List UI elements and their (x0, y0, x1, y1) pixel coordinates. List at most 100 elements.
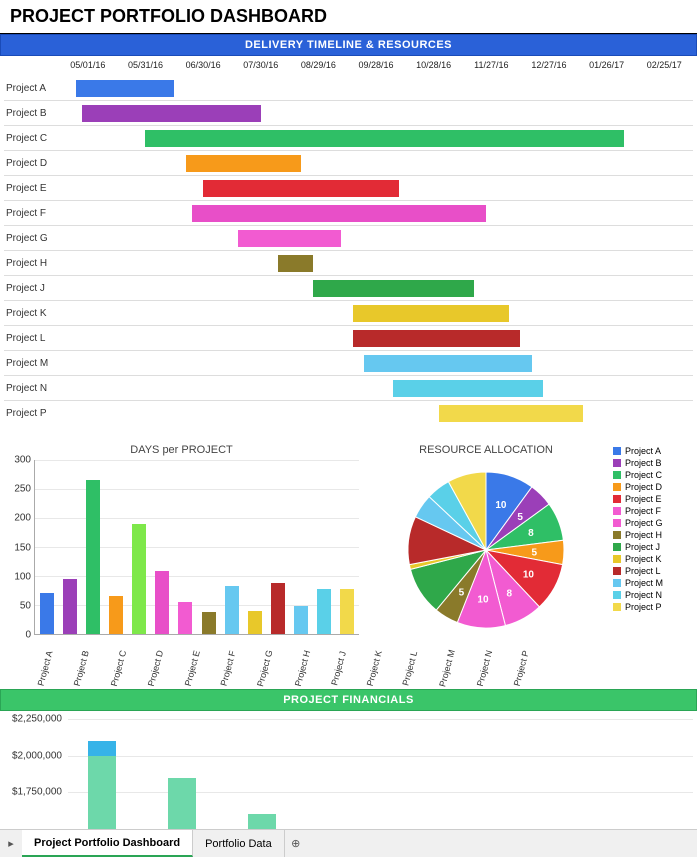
fin-plot (68, 719, 693, 829)
pie-slice-label: 10 (495, 500, 507, 511)
gantt-bar (145, 130, 623, 147)
gantt-row-label: Project E (4, 183, 59, 194)
fin-bar-base (88, 756, 116, 829)
pie-slice-label: 5 (532, 548, 538, 559)
sheet-tabs: ▸ Project Portfolio DashboardPortfolio D… (0, 829, 697, 857)
pie-legend-item: Project J (613, 542, 689, 552)
pie-legend-item: Project K (613, 554, 689, 564)
bar-column (317, 589, 331, 634)
fin-y-axis: $2,250,000$2,000,000$1,750,000 (4, 719, 68, 829)
legend-label: Project N (625, 590, 662, 600)
pie-slice-label: 8 (528, 528, 534, 539)
bar-chart-title: DAYS per PROJECT (4, 440, 359, 460)
gantt-bar (203, 180, 399, 197)
gantt-date: 02/25/17 (635, 60, 693, 70)
gantt-row: Project A (4, 76, 693, 101)
legend-swatch (613, 447, 621, 455)
gantt-row-label: Project D (4, 158, 59, 169)
pie-slice-label: 5 (517, 512, 523, 523)
page-title: PROJECT PORTFOLIO DASHBOARD (0, 0, 697, 34)
pie-legend-item: Project C (613, 470, 689, 480)
sheet-tab[interactable]: Portfolio Data (193, 830, 285, 857)
pie-legend-item: Project E (613, 494, 689, 504)
bar-column (178, 602, 192, 634)
fin-bar-top (88, 741, 116, 756)
gantt-row-label: Project F (4, 208, 59, 219)
gantt-row: Project D (4, 151, 693, 176)
tab-nav-prev-icon[interactable]: ▸ (0, 837, 22, 850)
pie-slice-label: 10 (477, 594, 489, 605)
sheet-tab[interactable]: Project Portfolio Dashboard (22, 830, 193, 857)
gantt-row: Project C (4, 126, 693, 151)
pie-legend-item: Project G (613, 518, 689, 528)
legend-label: Project J (625, 542, 660, 552)
bar-ytick: 50 (20, 600, 31, 611)
bar-column (294, 606, 308, 634)
pie-legend-item: Project N (613, 590, 689, 600)
pie-legend-item: Project F (613, 506, 689, 516)
bar-column (132, 524, 146, 634)
legend-label: Project A (625, 446, 661, 456)
bar-column (202, 612, 216, 634)
gantt-row-label: Project G (4, 233, 59, 244)
bar-column (248, 611, 262, 634)
gantt-row: Project E (4, 176, 693, 201)
pie-legend-item: Project D (613, 482, 689, 492)
pie-legend-item: Project B (613, 458, 689, 468)
legend-label: Project F (625, 506, 661, 516)
gantt-date: 10/28/16 (405, 60, 463, 70)
pie-slice-label: 5 (459, 588, 465, 599)
gantt-row-label: Project C (4, 133, 59, 144)
legend-label: Project B (625, 458, 662, 468)
gantt-row: Project G (4, 226, 693, 251)
gantt-row: Project K (4, 301, 693, 326)
pie-legend-item: Project P (613, 602, 689, 612)
gantt-date: 06/30/16 (174, 60, 232, 70)
gantt-date: 01/26/17 (578, 60, 636, 70)
gantt-bar (278, 255, 313, 272)
bar-ytick: 0 (25, 630, 31, 641)
gantt-date: 05/01/16 (59, 60, 117, 70)
fin-ytick: $2,000,000 (12, 750, 62, 761)
legend-label: Project L (625, 566, 661, 576)
gantt-row: Project N (4, 376, 693, 401)
financials-chart: $2,250,000$2,000,000$1,750,000 (0, 711, 697, 829)
pie-legend-item: Project L (613, 566, 689, 576)
gantt-row-label: Project K (4, 308, 59, 319)
legend-swatch (613, 567, 621, 575)
legend-swatch (613, 579, 621, 587)
pie-chart-title: RESOURCE ALLOCATION (359, 440, 613, 460)
pie-legend-item: Project A (613, 446, 689, 456)
fin-bar-base (168, 778, 196, 829)
bar-column (155, 571, 169, 634)
tab-add-icon[interactable]: ⊕ (285, 837, 307, 850)
gantt-row-label: Project A (4, 83, 59, 94)
legend-label: Project D (625, 482, 662, 492)
gantt-row: Project L (4, 326, 693, 351)
bar-column (340, 589, 354, 634)
gantt-row-label: Project B (4, 108, 59, 119)
gantt-date: 09/28/16 (347, 60, 405, 70)
gantt-date: 08/29/16 (290, 60, 348, 70)
pie-svg: 10585108105 (396, 460, 576, 640)
legend-label: Project H (625, 530, 662, 540)
gantt-bar (313, 280, 474, 297)
gantt-bar (82, 105, 261, 122)
gantt-date: 05/31/16 (117, 60, 175, 70)
gantt-date: 11/27/16 (462, 60, 520, 70)
days-per-project-chart: DAYS per PROJECT 050100150200250300 Proj… (4, 440, 359, 685)
bar-column (225, 586, 239, 634)
bar-column (271, 583, 285, 634)
gantt-date: 07/30/16 (232, 60, 290, 70)
gantt-bar (393, 380, 543, 397)
bar-ytick: 300 (14, 455, 31, 466)
gantt-row: Project F (4, 201, 693, 226)
legend-swatch (613, 603, 621, 611)
fin-ytick: $2,250,000 (12, 714, 62, 725)
legend-label: Project M (625, 578, 663, 588)
gantt-bar (186, 155, 301, 172)
legend-label: Project G (625, 518, 663, 528)
gantt-bar (364, 355, 531, 372)
legend-label: Project P (625, 602, 662, 612)
timeline-banner: DELIVERY TIMELINE & RESOURCES (0, 34, 697, 56)
